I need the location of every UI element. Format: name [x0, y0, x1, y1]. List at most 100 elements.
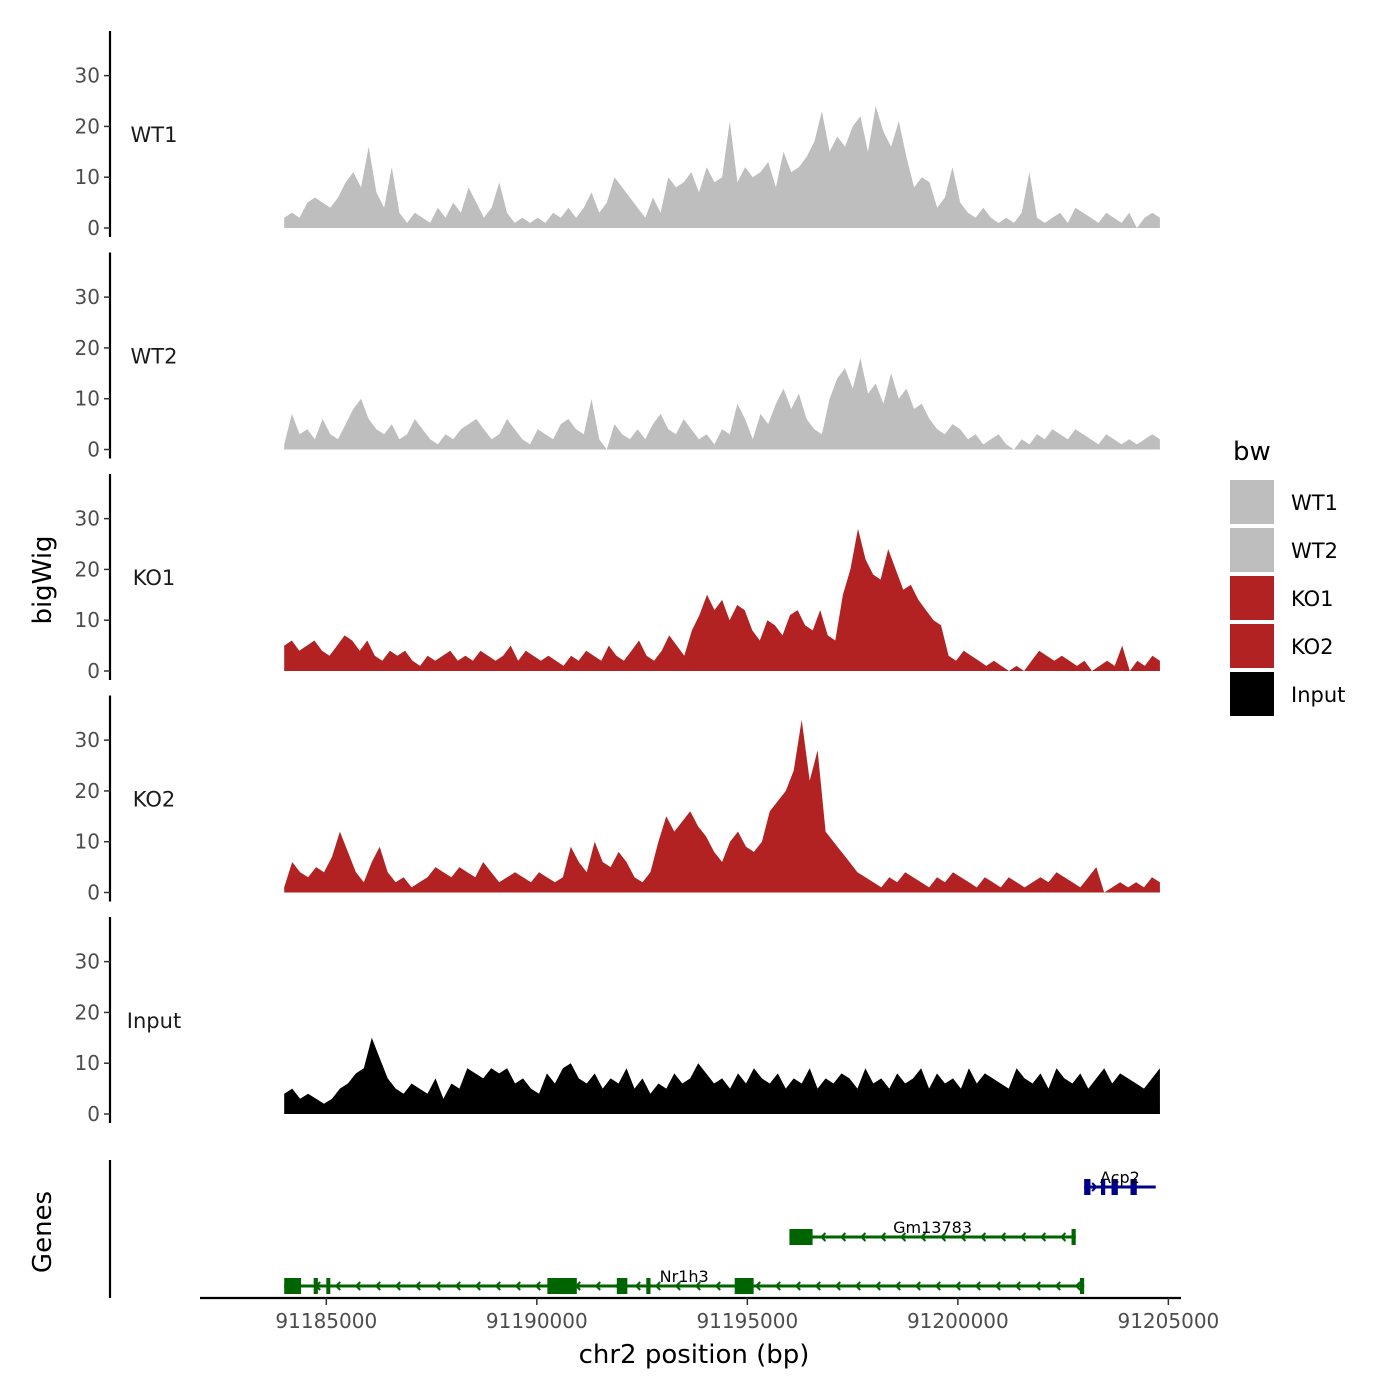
strand-arrow	[960, 1232, 967, 1242]
gene-exon	[1130, 1179, 1137, 1195]
gene-exon	[1084, 1179, 1091, 1195]
strand-arrow	[1014, 1281, 1021, 1291]
strand-arrow	[534, 1281, 541, 1291]
track-label-ko1: KO1	[133, 566, 176, 590]
strand-arrow	[1091, 1182, 1098, 1192]
strand-arrow	[1000, 1232, 1007, 1242]
strand-arrow	[414, 1281, 421, 1291]
gene-exon	[1071, 1229, 1076, 1245]
gene-acp2: Acp2	[1084, 1168, 1156, 1195]
signal-area-ko1	[284, 528, 1160, 671]
track-ko2: 0 10 20 30 KO2	[75, 695, 1160, 905]
signal-area-ko2	[284, 719, 1160, 893]
strand-arrow	[694, 1281, 701, 1291]
y-tick-label: 10	[75, 387, 100, 411]
gene-track: Acp2 Gm13783 Nr1h3	[108, 1160, 1156, 1298]
y-tick-label: 20	[75, 336, 100, 360]
y-tick-label: 20	[75, 1000, 100, 1024]
strand-arrow	[1074, 1281, 1081, 1291]
legend-label: KO2	[1291, 635, 1334, 659]
x-axis-title: chr2 position (bp)	[579, 1340, 810, 1370]
signal-area-wt2	[284, 358, 1160, 450]
strand-arrow	[820, 1232, 827, 1242]
strand-arrow	[874, 1281, 881, 1291]
legend-item-ko2: KO2	[1230, 624, 1334, 668]
strand-arrow	[854, 1281, 861, 1291]
legend-title: bw	[1233, 437, 1271, 467]
strand-arrow	[634, 1281, 641, 1291]
gene-exon	[789, 1229, 813, 1245]
strand-arrow	[834, 1281, 841, 1291]
gene-exon	[1079, 1278, 1085, 1294]
y-axis-title: bigWig	[28, 535, 58, 624]
gene-exon	[547, 1278, 577, 1294]
strand-arrow	[1040, 1232, 1047, 1242]
x-tick-label: 91195000	[696, 1309, 798, 1333]
legend-label: WT2	[1291, 539, 1338, 563]
strand-arrow	[514, 1281, 521, 1291]
y-tick-label: 0	[87, 438, 100, 462]
legend: WT1 WT2 KO1 KO2 Input	[1230, 480, 1345, 716]
legend-item-wt1: WT1	[1230, 480, 1338, 524]
strand-arrow	[914, 1281, 921, 1291]
gene-exon	[616, 1278, 628, 1294]
y-tick-label: 20	[75, 779, 100, 803]
strand-arrow	[974, 1281, 981, 1291]
strand-arrow	[980, 1232, 987, 1242]
x-tick-label: 91200000	[907, 1309, 1009, 1333]
x-axis: 91185000 91190000 91195000 91200000 91205000	[200, 1296, 1219, 1333]
y-tick-label: 0	[87, 659, 100, 683]
track-ko1: 0 10 20 30 KO1	[75, 474, 1160, 683]
legend-swatch	[1230, 480, 1274, 524]
legend-swatch	[1230, 576, 1274, 620]
strand-arrow	[994, 1281, 1001, 1291]
legend-swatch	[1230, 624, 1274, 668]
track-label-input: Input	[127, 1009, 181, 1033]
x-tick-label: 91205000	[1117, 1309, 1219, 1333]
track-input: 0 10 20 30 Input	[75, 917, 1160, 1126]
gene-exon	[646, 1278, 651, 1294]
gene-exon	[284, 1278, 302, 1294]
gene-label: Acp2	[1100, 1168, 1140, 1187]
strand-arrow	[794, 1281, 801, 1291]
signal-area-wt1	[284, 106, 1160, 228]
legend-label: KO1	[1291, 587, 1334, 611]
strand-arrow	[494, 1281, 501, 1291]
strand-arrow	[1054, 1281, 1061, 1291]
legend-item-wt2: WT2	[1230, 528, 1338, 572]
strand-arrow	[1034, 1281, 1041, 1291]
track-label-wt2: WT2	[131, 345, 178, 369]
strand-arrow	[1020, 1232, 1027, 1242]
y-tick-label: 20	[75, 557, 100, 581]
strand-arrow	[354, 1281, 361, 1291]
strand-arrow	[374, 1281, 381, 1291]
strand-arrow	[954, 1281, 961, 1291]
y-tick-label: 10	[75, 1051, 100, 1075]
y-tick-label: 30	[75, 64, 100, 88]
gene-label: Nr1h3	[660, 1267, 709, 1286]
strand-arrow	[674, 1281, 681, 1291]
y-tick-label: 20	[75, 114, 100, 138]
track-label-ko2: KO2	[133, 788, 176, 812]
track-label-wt1: WT1	[131, 123, 178, 147]
strand-arrow	[474, 1281, 481, 1291]
y-tick-label: 30	[75, 285, 100, 309]
legend-label: Input	[1291, 683, 1345, 707]
signal-tracks: 0 10 20 30 WT1 0 10 20 30 WT2 0 10 20 30 KO1 0 10 20 30 KO2…	[75, 31, 1160, 1126]
y-tick-label: 0	[87, 1102, 100, 1126]
strand-arrow	[900, 1232, 907, 1242]
strand-arrow	[754, 1281, 761, 1291]
strand-arrow	[840, 1232, 847, 1242]
strand-arrow	[654, 1281, 661, 1291]
y-tick-label: 30	[75, 728, 100, 752]
strand-arrow	[1060, 1232, 1067, 1242]
y-tick-label: 0	[87, 216, 100, 240]
gene-exon	[326, 1278, 331, 1294]
legend-swatch	[1230, 528, 1274, 572]
strand-arrow	[594, 1281, 601, 1291]
gene-label: Gm13783	[893, 1218, 972, 1237]
strand-arrow	[814, 1281, 821, 1291]
strand-arrow	[934, 1281, 941, 1291]
legend-label: WT1	[1291, 491, 1338, 515]
